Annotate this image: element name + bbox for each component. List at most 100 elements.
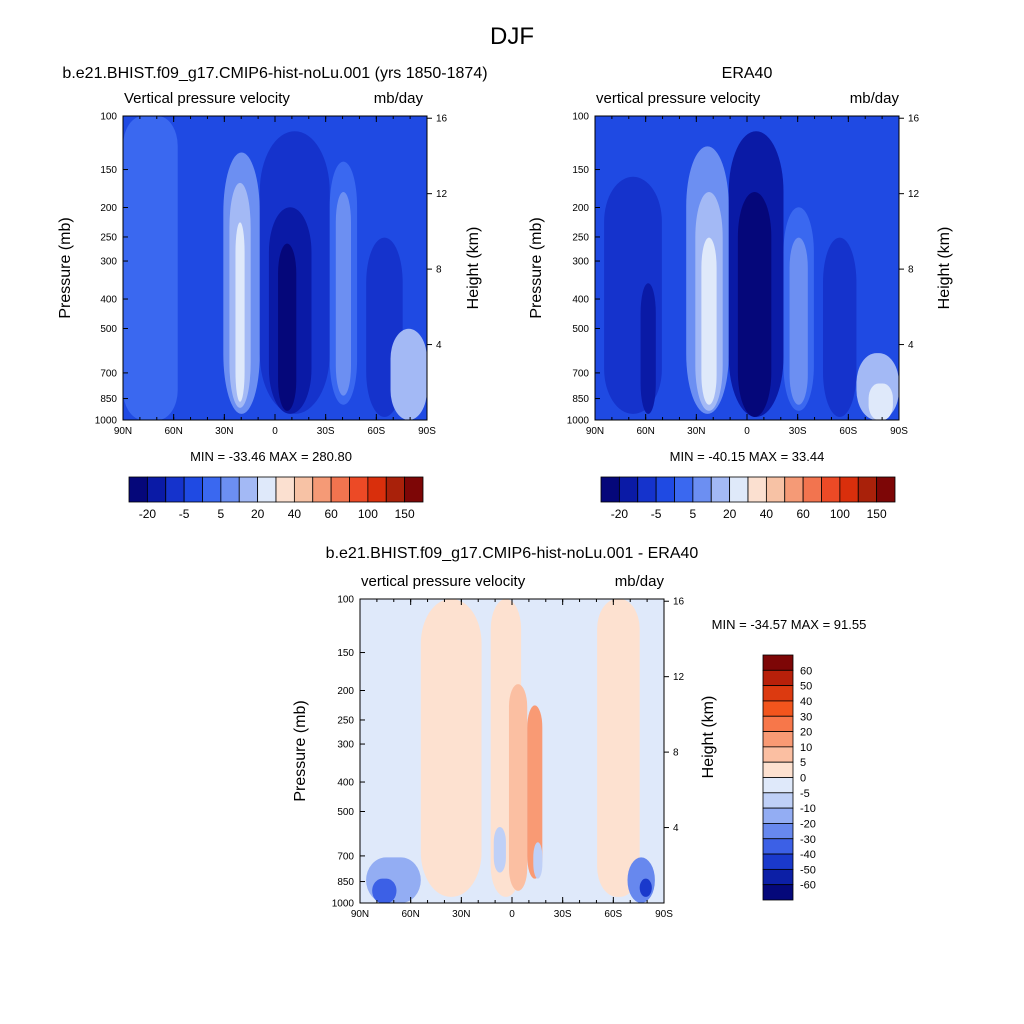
colorbar-label: 50 [800, 681, 812, 693]
panel-diff-y2label: Height (km) [700, 696, 717, 779]
y-tick-label: 500 [337, 807, 354, 818]
colorbar-label: 20 [800, 727, 812, 739]
colorbar-label: 40 [288, 507, 302, 521]
x-tick-label: 90S [418, 426, 436, 437]
x-tick-label: 30N [687, 426, 705, 437]
y-tick-label: 300 [100, 257, 117, 268]
colorbar-swatch [692, 476, 712, 503]
contour-band [235, 222, 245, 402]
colorbar-label: 5 [800, 757, 806, 769]
y-tick-label: 200 [337, 686, 354, 697]
colorbar-label: 60 [800, 665, 812, 677]
x-tick-label: 60S [604, 909, 622, 920]
colorbar-swatch [876, 476, 896, 503]
panel-model-left-label: Vertical pressure velocity [124, 90, 290, 107]
colorbar-swatch [762, 884, 794, 901]
y2-tick-label: 16 [436, 114, 448, 125]
panel-model-stats: MIN = -33.46 MAX = 280.80 [190, 449, 352, 464]
panel-model-units: mb/day [374, 90, 424, 107]
colorbar-swatch [762, 654, 794, 671]
colorbar-label: 60 [324, 507, 338, 521]
y2-tick-label: 8 [436, 265, 442, 276]
contour-band [508, 684, 528, 891]
colorbar-label: 150 [395, 507, 415, 521]
y-tick-label: 200 [100, 203, 117, 214]
colorbar-swatch [784, 476, 804, 503]
y2-tick-label: 8 [673, 748, 679, 759]
colorbar-swatch [183, 476, 203, 503]
colorbar-swatch [762, 700, 794, 717]
colorbar-label: -60 [800, 880, 816, 892]
colorbar-swatch [146, 476, 167, 503]
colorbar-swatch [128, 476, 148, 503]
colorbar-label: -30 [800, 834, 816, 846]
colorbar-label: 40 [800, 696, 812, 708]
panel-obs-title: ERA40 [722, 65, 773, 82]
colorbar-label: 0 [800, 773, 806, 785]
figure-title: DJF [490, 23, 534, 50]
colorbar-swatch [349, 476, 369, 503]
contour-band [542, 599, 598, 897]
contour-band [823, 237, 857, 417]
panel-diff-left-label: vertical pressure velocity [361, 573, 526, 590]
x-tick-label: 30S [789, 426, 807, 437]
colorbar-swatch [857, 476, 878, 503]
colorbar-swatch [762, 853, 794, 870]
y-tick-label: 850 [572, 394, 589, 405]
colorbar-label: -50 [800, 864, 816, 876]
panel-obs-left-label: vertical pressure velocity [596, 90, 761, 107]
colorbar-swatch [839, 476, 859, 503]
y-tick-label: 100 [572, 112, 589, 123]
y-tick-label: 150 [100, 165, 117, 176]
colorbar-swatch [762, 746, 794, 763]
x-tick-label: 60S [367, 426, 385, 437]
y-tick-label: 250 [337, 715, 354, 726]
x-tick-label: 60N [401, 909, 419, 920]
colorbar-swatch [762, 823, 794, 840]
y2-tick-label: 16 [908, 114, 920, 125]
colorbar-swatch [655, 476, 675, 503]
contour-band [372, 878, 397, 903]
colorbar-swatch [674, 476, 694, 503]
colorbar-label: -20 [611, 507, 629, 521]
colorbar-label: -40 [800, 849, 816, 861]
colorbar-swatch [275, 476, 295, 503]
colorbar-swatch [637, 476, 657, 503]
colorbar-swatch [729, 476, 749, 503]
colorbar-swatch [802, 476, 822, 503]
colorbar-label: 10 [800, 742, 812, 754]
colorbar-label: 40 [760, 507, 774, 521]
panel-model-plot: 100 150 200 250 300 400 500 700 850 1000 4 8 12 16 90N… [95, 112, 448, 438]
colorbar-swatch [762, 838, 794, 855]
panel-model-y2label: Height (km) [465, 227, 482, 310]
contour-band [493, 827, 506, 873]
colorbar-label: 100 [830, 507, 850, 521]
colorbar-swatch [762, 777, 794, 794]
colorbar-label: 60 [796, 507, 810, 521]
y2-tick-label: 4 [908, 340, 914, 351]
colorbar-swatch [385, 476, 406, 503]
y-tick-label: 1000 [95, 416, 118, 427]
panel-diff-stats: MIN = -34.57 MAX = 91.55 [712, 617, 867, 632]
y-tick-label: 400 [100, 295, 117, 306]
colorbar-label: -10 [800, 803, 816, 815]
y2-tick-label: 4 [436, 340, 442, 351]
colorbar-swatch [762, 792, 794, 809]
colorbar-label: -20 [800, 818, 816, 830]
panel-obs-stats: MIN = -40.15 MAX = 33.44 [670, 449, 825, 464]
y2-tick-label: 12 [436, 189, 448, 200]
panel-diff-units: mb/day [615, 573, 665, 590]
colorbar-swatch [762, 685, 794, 702]
colorbar-label: 20 [723, 507, 737, 521]
panel-diff-ylabel: Pressure (mb) [292, 700, 309, 801]
colorbar-swatch [330, 476, 350, 503]
colorbar-label: 5 [690, 507, 697, 521]
contour-band [123, 116, 178, 420]
colorbar-swatch [165, 476, 185, 503]
y-tick-label: 100 [100, 112, 117, 123]
colorbar-label: 30 [800, 711, 812, 723]
contour-band [278, 243, 297, 411]
